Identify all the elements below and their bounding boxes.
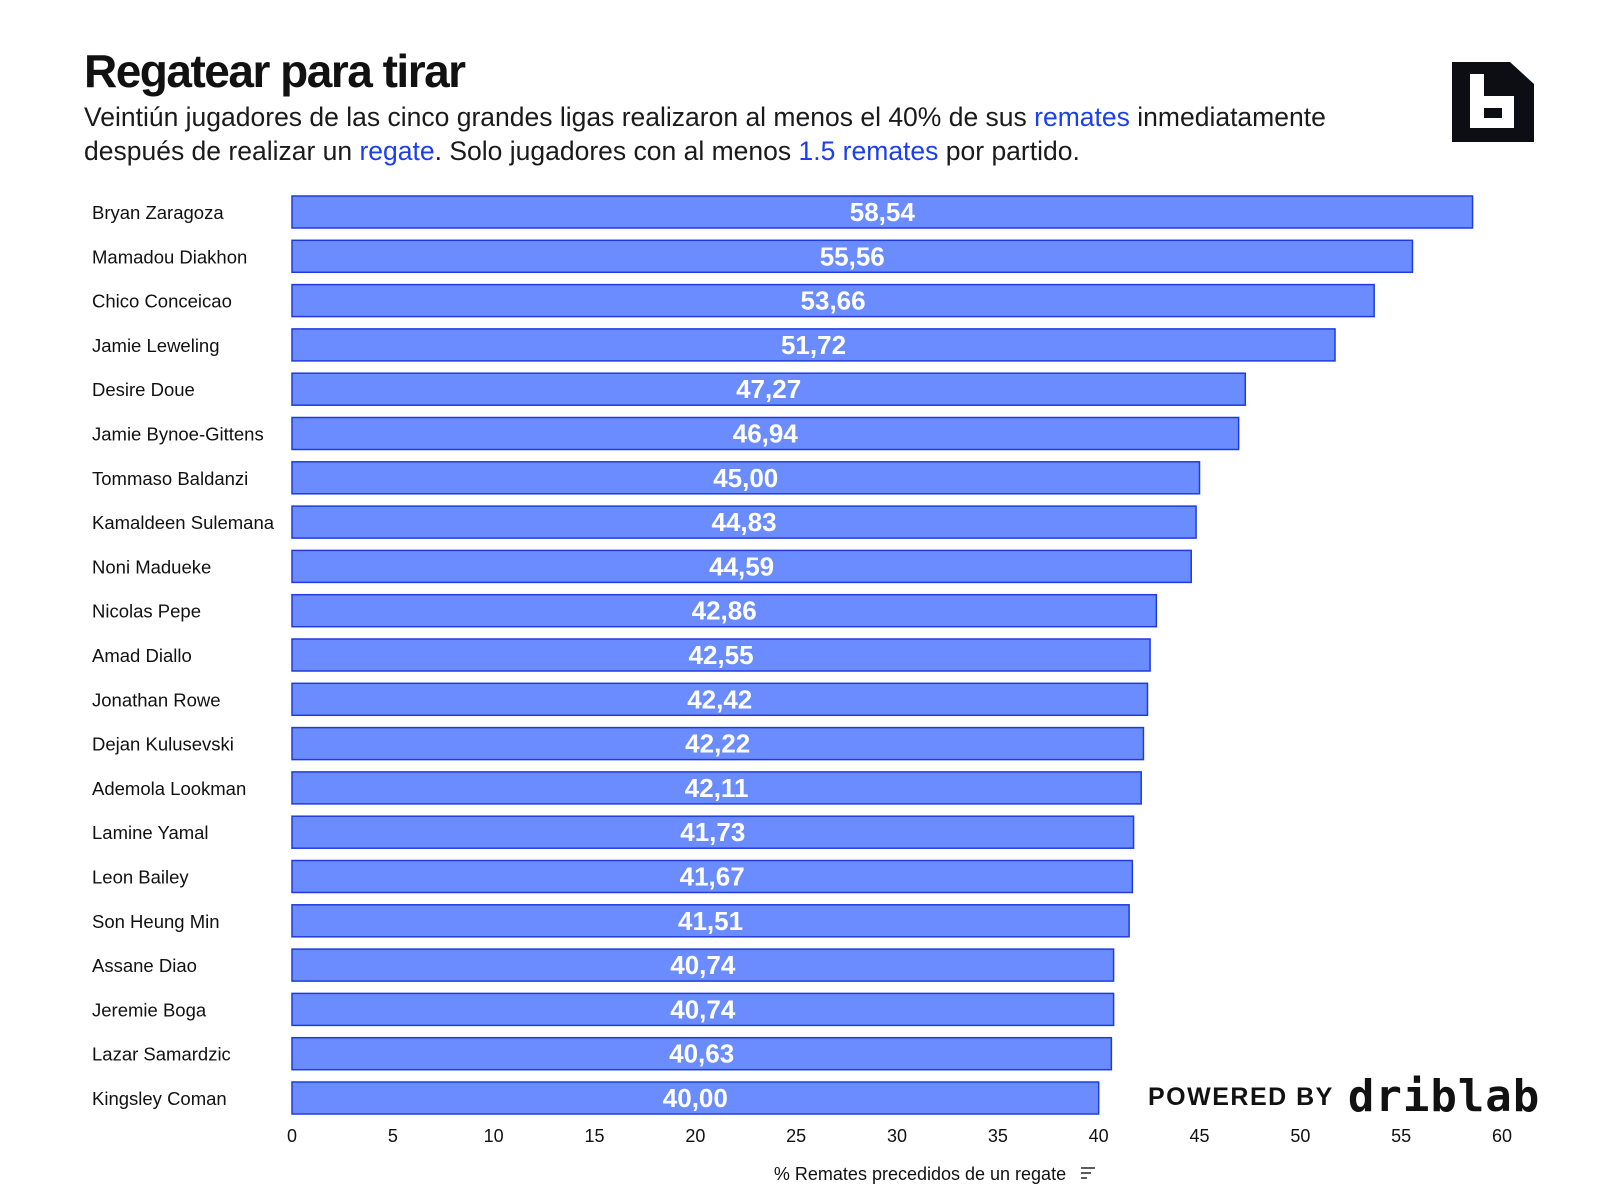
b-logo-icon [1452,62,1534,142]
x-tick-label: 60 [1492,1126,1512,1146]
bar [291,416,1240,451]
bar [291,283,1375,318]
bar-category-label: Bryan Zaragoza [92,202,224,223]
subtitle-highlight-remates: remates [1034,102,1130,132]
bar-category-label: Tommaso Baldanzi [92,468,248,489]
bar-value-label: 53,66 [801,286,866,316]
subtitle-text: Veintiún jugadores de las cinco grandes … [84,102,1035,132]
subtitle-text: . Solo jugadores con al menos [434,136,799,166]
sort-icon [1081,1167,1095,1179]
bar [291,726,1145,761]
bar-value-label: 42,86 [692,596,757,626]
bar [291,195,1474,229]
bar-category-label: Lamine Yamal [92,822,209,843]
driblab-logo: driblab [1347,1071,1541,1122]
bar [291,1081,1100,1115]
bar-category-label: Noni Madueke [92,556,211,577]
x-tick-label: 5 [388,1126,398,1146]
chart-title: Regatear para tirar [84,45,466,97]
bar [291,328,1336,362]
chart-subtitle: Veintiún jugadores de las cinco grandes … [84,100,1384,168]
bar [291,948,1115,982]
powered-by-label: POWERED BY [1148,1082,1334,1111]
x-tick-label: 45 [1189,1126,1209,1146]
bar-value-label: 58,54 [850,197,916,227]
bar-category-label: Mamadou Diakhon [92,246,247,267]
x-tick-label: 40 [1089,1126,1109,1146]
bar-category-label: Kamaldeen Sulemana [92,512,275,533]
x-tick-label: 55 [1391,1126,1411,1146]
x-tick-label: 50 [1290,1126,1310,1146]
bar-value-label: 44,83 [711,507,776,537]
bar [291,815,1135,849]
bar-value-label: 46,94 [733,419,799,449]
bar [291,593,1158,628]
bar-category-label: Dejan Kulusevski [92,734,234,755]
bar-value-label: 51,72 [781,330,846,360]
bar-category-label: Amad Diallo [92,645,192,666]
bar [291,461,1201,495]
bar [291,505,1197,539]
bar-category-label: Assane Diao [92,955,197,976]
bar-value-label: 47,27 [736,374,801,404]
bar-category-label: Jamie Bynoe-Gittens [92,424,264,445]
x-tick-label: 30 [887,1126,907,1146]
bar-category-label: Ademola Lookman [92,778,246,799]
bar [291,1036,1113,1071]
bar-value-label: 40,74 [670,994,736,1024]
bar-value-label: 42,42 [687,684,752,714]
x-tick-label: 0 [287,1126,297,1146]
bar-value-label: 40,63 [669,1039,734,1069]
bar-value-label: 41,51 [678,906,743,936]
subtitle-highlight-regate: regate [359,136,435,166]
bar [291,904,1130,938]
bar [291,682,1149,717]
bar-value-label: 42,11 [685,773,749,803]
powered-by-footer: POWERED BY driblab [1148,1072,1540,1122]
bar-category-label: Lazar Samardzic [92,1044,231,1065]
bar-value-label: 41,67 [680,862,745,892]
bar [291,638,1151,672]
bar [291,992,1115,1027]
bar [291,771,1142,805]
bar-value-label: 41,73 [680,817,745,847]
bar-category-label: Desire Doue [92,379,195,400]
bar-category-label: Leon Bailey [92,867,189,888]
bar-value-label: 40,74 [670,950,736,980]
subtitle-text: por partido. [938,136,1080,166]
bar-value-label: 45,00 [713,463,778,493]
x-tick-label: 20 [685,1126,705,1146]
bar-category-label: Kingsley Coman [92,1088,227,1109]
subtitle-highlight-remates-count: 1.5 remates [798,136,939,166]
bar [291,859,1134,894]
subtitle-text: inmediatamente después de realizar un [84,102,1326,166]
x-tick-label: 15 [584,1126,604,1146]
x-tick-label: 10 [484,1126,504,1146]
bar-value-label: 44,59 [709,551,774,581]
bar-category-label: Son Heung Min [92,911,220,932]
bar-value-label: 42,22 [685,729,750,759]
bar [291,549,1192,584]
bar-category-label: Jeremie Boga [92,999,207,1020]
bar [291,372,1247,406]
bar-category-label: Jonathan Rowe [92,689,221,710]
bar-category-label: Chico Conceicao [92,291,232,312]
bar [291,239,1414,274]
bar-category-label: Nicolas Pepe [92,601,201,622]
bar-category-label: Jamie Leweling [92,335,220,356]
x-axis-title: % Remates precedidos de un regate [774,1164,1066,1184]
bar-value-label: 42,55 [689,640,754,670]
x-tick-label: 25 [786,1126,806,1146]
bar-value-label: 55,56 [820,241,885,271]
bar-value-label: 40,00 [663,1083,728,1113]
x-tick-label: 35 [988,1126,1008,1146]
